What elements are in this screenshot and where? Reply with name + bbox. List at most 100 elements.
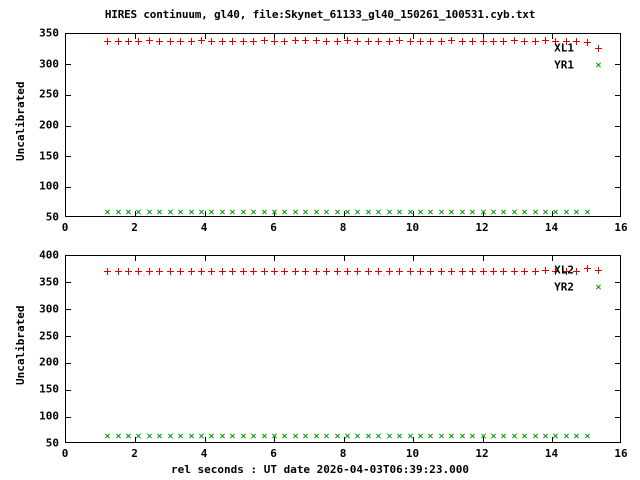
data-point-xl2 xyxy=(291,267,299,275)
data-point-xl2 xyxy=(198,267,206,275)
data-point-xl1 xyxy=(135,37,143,45)
data-point-xl2 xyxy=(500,267,508,275)
x-tick-mark xyxy=(274,437,275,442)
data-point-yr1 xyxy=(470,209,476,215)
data-point-xl2 xyxy=(302,267,310,275)
legend-label-xl2: XL2 xyxy=(554,263,574,277)
plot-frame: XL2 YR2 xyxy=(65,255,621,443)
x-axis-label: rel seconds : UT date 2026-04-03T06:39:2… xyxy=(170,463,469,476)
data-point-yr1 xyxy=(219,209,225,215)
x-tick-mark xyxy=(135,256,136,261)
y-tick-label: 350 xyxy=(39,275,59,289)
x-tick-label: 10 xyxy=(405,221,420,234)
data-point-yr1 xyxy=(303,209,309,215)
data-point-xl2 xyxy=(521,267,529,275)
data-point-xl1 xyxy=(323,37,331,45)
y-tick-label: 250 xyxy=(39,87,59,101)
data-point-yr1 xyxy=(543,209,549,215)
data-point-xl1 xyxy=(385,37,393,45)
data-point-yr1 xyxy=(105,209,111,215)
data-point-xl1 xyxy=(448,37,456,45)
data-point-xl1 xyxy=(364,37,372,45)
data-point-yr1 xyxy=(563,209,569,215)
data-point-yr2 xyxy=(543,433,549,439)
data-point-yr1 xyxy=(334,209,340,215)
data-point-xl1 xyxy=(500,37,508,45)
data-point-xl2 xyxy=(114,267,122,275)
x-tick-mark xyxy=(482,211,484,216)
data-point-yr2 xyxy=(584,433,590,439)
data-point-yr2 xyxy=(438,433,444,439)
x-tick-mark xyxy=(482,437,484,442)
data-point-yr2 xyxy=(167,433,173,439)
data-point-yr2 xyxy=(313,433,319,439)
data-point-yr1 xyxy=(251,209,257,215)
data-point-yr2 xyxy=(428,433,434,439)
y-tick-mark xyxy=(66,389,71,391)
data-point-yr2 xyxy=(126,433,132,439)
y-tick-label: 350 xyxy=(39,26,59,40)
data-point-xl2 xyxy=(364,267,372,275)
x-tick-label: 4 xyxy=(200,221,208,234)
data-point-xl2 xyxy=(187,267,195,275)
data-point-yr1 xyxy=(209,209,215,215)
data-point-yr2 xyxy=(501,433,507,439)
y-tick-label: 300 xyxy=(39,302,59,316)
chart-title: HIRES continuum, gl40, file:Skynet_61133… xyxy=(104,8,536,21)
x-tick-mark xyxy=(413,34,414,39)
data-point-xl1 xyxy=(302,36,310,44)
y-tick-mark xyxy=(66,94,71,96)
data-point-yr2 xyxy=(136,433,142,439)
data-point-yr1 xyxy=(386,209,392,215)
data-point-yr2 xyxy=(365,433,371,439)
data-point-yr1 xyxy=(438,209,444,215)
data-point-xl2 xyxy=(458,267,466,275)
data-point-yr1 xyxy=(115,209,121,215)
data-point-yr2 xyxy=(355,433,361,439)
y-tick-label: 50 xyxy=(45,436,59,450)
y-tick-label: 200 xyxy=(39,118,59,132)
data-point-xl2 xyxy=(427,267,435,275)
data-point-xl2 xyxy=(125,267,133,275)
data-point-yr1 xyxy=(365,209,371,215)
plot-area: XL1 YR1 xyxy=(66,34,620,216)
data-point-xl1 xyxy=(166,37,174,45)
data-point-yr1 xyxy=(188,209,194,215)
y-tick-mark xyxy=(615,416,620,418)
x-tick-label: 12 xyxy=(475,447,489,460)
data-point-xl1 xyxy=(458,37,466,45)
data-point-yr2 xyxy=(157,433,163,439)
data-point-yr2 xyxy=(115,433,121,439)
data-point-yr2 xyxy=(188,433,194,439)
legend-marker-yr2 xyxy=(595,284,601,290)
plot-area: XL2 YR2 xyxy=(66,256,620,442)
data-point-yr2 xyxy=(324,433,330,439)
x-tick-mark xyxy=(343,256,345,261)
data-point-yr2 xyxy=(397,433,403,439)
data-point-yr1 xyxy=(501,209,507,215)
x-tick-mark xyxy=(135,211,136,216)
legend-marker-xl2 xyxy=(595,266,602,274)
data-point-xl1 xyxy=(208,37,216,45)
y-tick-mark xyxy=(615,64,620,66)
data-point-xl2 xyxy=(510,267,518,275)
data-point-yr1 xyxy=(157,209,163,215)
data-point-yr1 xyxy=(376,209,382,215)
data-point-xl2 xyxy=(229,267,237,275)
x-tick-label: 16 xyxy=(614,221,628,234)
y-tick-mark xyxy=(615,336,620,338)
data-point-yr1 xyxy=(522,209,528,215)
data-point-xl2 xyxy=(135,267,143,275)
data-point-xl1 xyxy=(354,37,362,45)
data-point-yr1 xyxy=(240,209,246,215)
y-tick-label: 150 xyxy=(39,382,59,396)
data-point-xl1 xyxy=(312,37,320,45)
x-tick-mark xyxy=(135,34,136,39)
x-tick-mark xyxy=(552,34,553,39)
data-point-xl1 xyxy=(396,37,404,45)
y-tick-mark xyxy=(66,336,71,338)
data-point-xl2 xyxy=(396,267,404,275)
data-point-xl1 xyxy=(469,37,477,45)
x-tick-label: 6 xyxy=(270,447,277,460)
x-tick-label: 14 xyxy=(544,221,559,234)
